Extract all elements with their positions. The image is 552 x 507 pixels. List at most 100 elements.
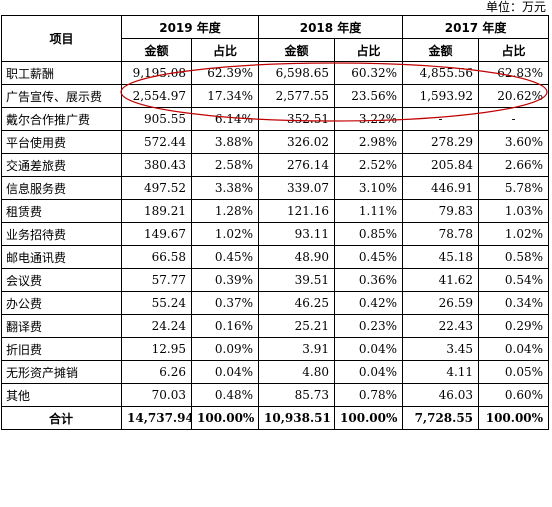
row-item-name: 戴尔合作推广费 xyxy=(1,107,122,131)
header-ratio-2018: 占比 xyxy=(334,38,404,62)
row-item-name: 平台使用费 xyxy=(1,130,122,154)
amount-cell-2019: 2,554.97 xyxy=(121,84,192,108)
row-item-name: 信息服务费 xyxy=(1,176,122,200)
ratio-cell-2019: 0.09% xyxy=(190,337,260,361)
table-row: 业务招待费 149.67 1.02% 93.11 0.85% 78.78 1.02% xyxy=(1,222,550,246)
header-year-2017: 2017 年度 xyxy=(402,15,550,39)
amount-cell-2017: 46.03 xyxy=(402,383,480,407)
amount-cell-2019: 12.95 xyxy=(121,337,192,361)
amount-cell-2018: 326.02 xyxy=(258,130,336,154)
header-item: 项目 xyxy=(1,15,122,62)
ratio-cell-2018: 0.36% xyxy=(334,268,404,292)
amount-cell-2018: 339.07 xyxy=(258,176,336,200)
amount-cell-2019: 55.24 xyxy=(121,291,192,315)
amount-cell-2018: 85.73 xyxy=(258,383,336,407)
amount-cell-2018: 93.11 xyxy=(258,222,336,246)
amount-cell-2018: 6,598.65 xyxy=(258,61,336,85)
table-row: 邮电通讯费 66.58 0.45% 48.90 0.45% 45.18 0.58% xyxy=(1,245,550,269)
ratio-cell-2019: 100.00% xyxy=(190,406,260,430)
amount-cell-2017: 205.84 xyxy=(402,153,480,177)
table-row: 无形资产摊销 6.26 0.04% 4.80 0.04% 4.11 0.05% xyxy=(1,360,550,384)
amount-cell-2017: 78.78 xyxy=(402,222,480,246)
ratio-cell-2018: 2.52% xyxy=(334,153,404,177)
ratio-cell-2017: 20.62% xyxy=(478,84,550,108)
expense-table: 项目 2019 年度 2018 年度 2017 年度 金额 占比 金额 占比 金… xyxy=(1,15,550,430)
amount-cell-2019: 66.58 xyxy=(121,245,192,269)
ratio-cell-2018: 3.10% xyxy=(334,176,404,200)
total-label: 合计 xyxy=(1,406,122,430)
amount-cell-2019: 572.44 xyxy=(121,130,192,154)
row-item-name: 办公费 xyxy=(1,291,122,315)
amount-cell-2019: 6.26 xyxy=(121,360,192,384)
ratio-cell-2017: 0.29% xyxy=(478,314,550,338)
amount-cell-2018: 39.51 xyxy=(258,268,336,292)
amount-cell-2017: 22.43 xyxy=(402,314,480,338)
ratio-cell-2018: 0.04% xyxy=(334,360,404,384)
amount-cell-2019: 149.67 xyxy=(121,222,192,246)
ratio-cell-2017: 0.60% xyxy=(478,383,550,407)
row-item-name: 职工薪酬 xyxy=(1,61,122,85)
ratio-cell-2019: 3.38% xyxy=(190,176,260,200)
amount-cell-2018: 48.90 xyxy=(258,245,336,269)
amount-cell-2018: 25.21 xyxy=(258,314,336,338)
header-amount-2018: 金额 xyxy=(258,38,336,62)
header-amount-2019: 金额 xyxy=(121,38,192,62)
ratio-cell-2017: 2.66% xyxy=(478,153,550,177)
table-row: 戴尔合作推广费 905.55 6.14% 352.51 3.22% - - xyxy=(1,107,550,131)
ratio-cell-2017: 0.58% xyxy=(478,245,550,269)
ratio-cell-2017: 100.00% xyxy=(478,406,550,430)
row-item-name: 无形资产摊销 xyxy=(1,360,122,384)
table-row: 信息服务费 497.52 3.38% 339.07 3.10% 446.91 5.78% xyxy=(1,176,550,200)
ratio-cell-2017: 0.04% xyxy=(478,337,550,361)
header-year-2019: 2019 年度 xyxy=(120,15,260,39)
amount-cell-2018: 2,577.55 xyxy=(258,84,336,108)
row-item-name: 交通差旅费 xyxy=(1,153,122,177)
table-row: 其他 70.03 0.48% 85.73 0.78% 46.03 0.60% xyxy=(1,383,550,407)
row-item-name: 租赁费 xyxy=(1,199,122,223)
ratio-cell-2018: 100.00% xyxy=(334,406,404,430)
ratio-cell-2018: 0.45% xyxy=(334,245,404,269)
ratio-cell-2017: - xyxy=(478,107,550,131)
amount-cell-2019: 9,195.08 xyxy=(121,61,192,85)
header-row-years: 项目 2019 年度 2018 年度 2017 年度 xyxy=(1,15,550,62)
ratio-cell-2017: 1.02% xyxy=(478,222,550,246)
amount-cell-2017: 4.11 xyxy=(402,360,480,384)
ratio-cell-2017: 1.03% xyxy=(478,199,550,223)
amount-cell-2019: 497.52 xyxy=(121,176,192,200)
amount-cell-2017: 26.59 xyxy=(402,291,480,315)
ratio-cell-2018: 0.42% xyxy=(334,291,404,315)
ratio-cell-2017: 0.34% xyxy=(478,291,550,315)
header-ratio-2017: 占比 xyxy=(478,38,550,62)
table-row: 广告宣传、展示费 2,554.97 17.34% 2,577.55 23.56% 1,59… xyxy=(1,84,550,108)
table-row: 会议费 57.77 0.39% 39.51 0.36% 41.62 0.54% xyxy=(1,268,550,292)
row-item-name: 邮电通讯费 xyxy=(1,245,122,269)
ratio-cell-2017: 5.78% xyxy=(478,176,550,200)
amount-cell-2017: 79.83 xyxy=(402,199,480,223)
ratio-cell-2019: 1.02% xyxy=(190,222,260,246)
ratio-cell-2019: 62.39% xyxy=(190,61,260,85)
ratio-cell-2018: 0.04% xyxy=(334,337,404,361)
table-row: 职工薪酬 9,195.08 62.39% 6,598.65 60.32% 4,855.56… xyxy=(1,61,550,85)
ratio-cell-2017: 0.54% xyxy=(478,268,550,292)
ratio-cell-2018: 1.11% xyxy=(334,199,404,223)
amount-cell-2017: 446.91 xyxy=(402,176,480,200)
ratio-cell-2019: 0.04% xyxy=(190,360,260,384)
amount-cell-2017: 41.62 xyxy=(402,268,480,292)
ratio-cell-2019: 6.14% xyxy=(190,107,260,131)
table-row: 平台使用费 572.44 3.88% 326.02 2.98% 278.29 3.60% xyxy=(1,130,550,154)
ratio-cell-2019: 0.37% xyxy=(190,291,260,315)
ratio-cell-2017: 3.60% xyxy=(478,130,550,154)
ratio-cell-2018: 3.22% xyxy=(334,107,404,131)
table-row: 办公费 55.24 0.37% 46.25 0.42% 26.59 0.34% xyxy=(1,291,550,315)
amount-cell-2017: 7,728.55 xyxy=(402,406,480,430)
ratio-cell-2019: 0.45% xyxy=(190,245,260,269)
ratio-cell-2019: 1.28% xyxy=(190,199,260,223)
ratio-cell-2018: 2.98% xyxy=(334,130,404,154)
table-row: 租赁费 189.21 1.28% 121.16 1.11% 79.83 1.03% xyxy=(1,199,550,223)
table-row: 翻译费 24.24 0.16% 25.21 0.23% 22.43 0.29% xyxy=(1,314,550,338)
ratio-cell-2019: 0.16% xyxy=(190,314,260,338)
ratio-cell-2017: 62.83% xyxy=(478,61,550,85)
amount-cell-2019: 14,737.94 xyxy=(121,406,192,430)
amount-cell-2017: 1,593.92 xyxy=(402,84,480,108)
ratio-cell-2018: 0.85% xyxy=(334,222,404,246)
